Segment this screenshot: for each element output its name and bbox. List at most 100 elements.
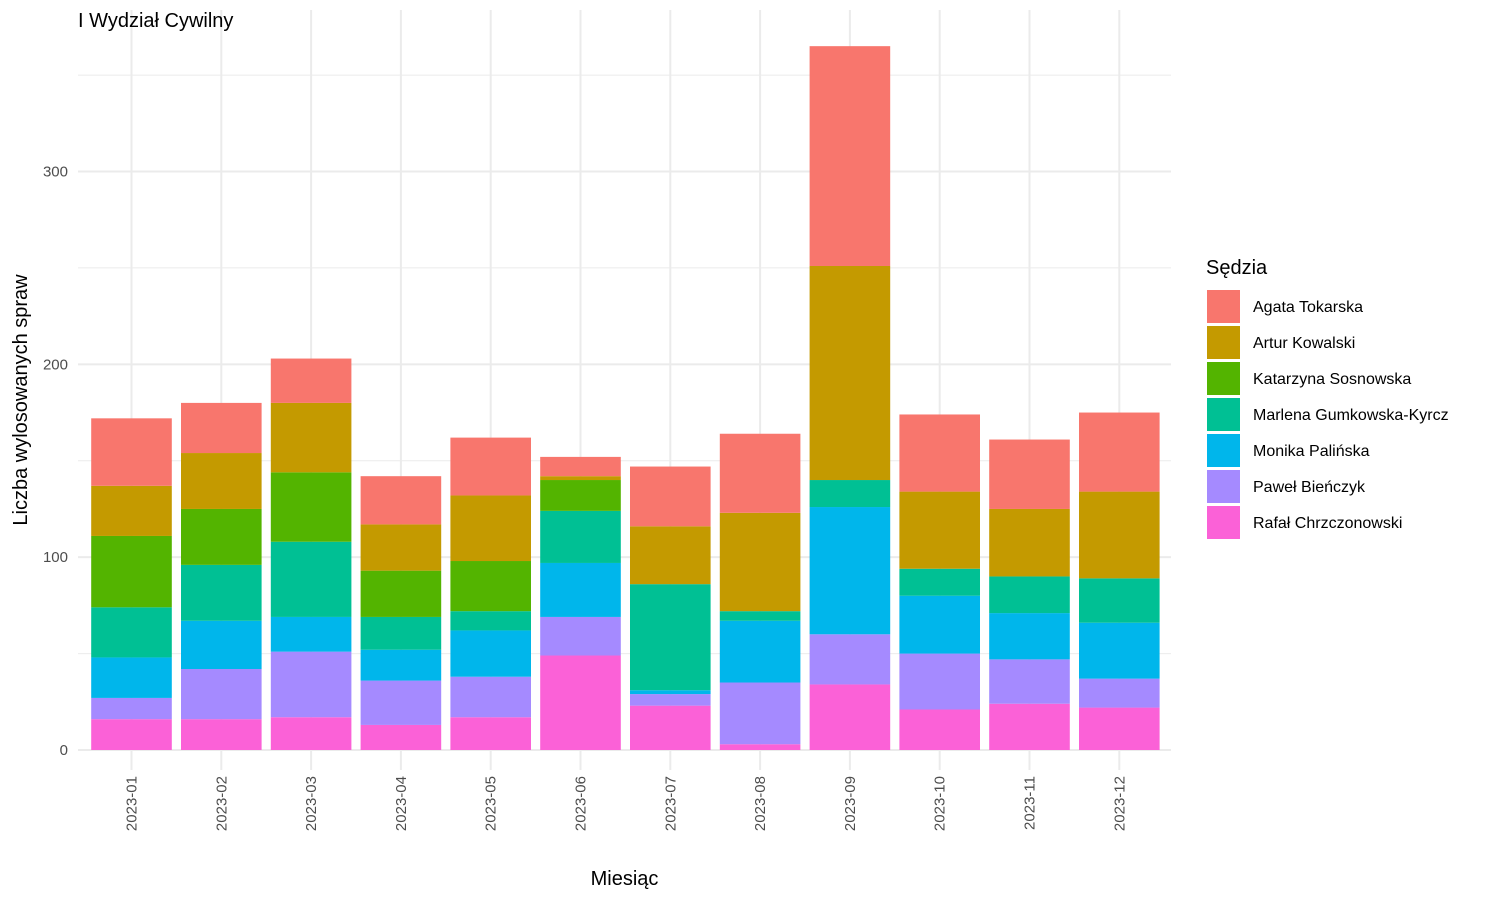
- bar-segment: [540, 616, 621, 656]
- bar-segment: [1079, 622, 1160, 679]
- bar-segment: [630, 690, 711, 695]
- bar-segment: [899, 653, 980, 710]
- y-axis-title: Liczba wylosowanych spraw: [10, 274, 32, 526]
- x-axis-title: Miesiąc: [591, 868, 659, 890]
- legend: Sędzia Agata Tokarska Artur Kowalski Katar…: [1206, 257, 1449, 539]
- y-tick-label: 0: [60, 742, 68, 759]
- legend-item: Paweł Bieńczyk: [1207, 470, 1366, 503]
- legend-swatch: [1207, 398, 1240, 431]
- x-tick-label: 2023-05: [483, 776, 500, 831]
- legend-label: Katarzyna Sosnowska: [1253, 371, 1411, 388]
- bar-segment: [181, 402, 262, 454]
- bar-segment: [1079, 707, 1160, 750]
- bar-segment: [809, 634, 891, 685]
- y-tick-label: 100: [43, 549, 68, 566]
- bar-segment: [719, 433, 801, 513]
- bar-segment: [450, 561, 531, 612]
- legend-item: Marlena Gumkowska-Kyrcz: [1207, 398, 1449, 431]
- bar-segment: [630, 466, 711, 527]
- bar-segment: [1079, 678, 1160, 708]
- bar-segment: [450, 437, 531, 496]
- bar-segment: [540, 476, 621, 481]
- bar-segment: [360, 616, 442, 650]
- bar-segment: [899, 414, 980, 492]
- bar-segment: [540, 456, 621, 477]
- y-axis-ticks: 0 100 200 300: [43, 164, 68, 760]
- bar-segment: [270, 541, 352, 617]
- bar-segment: [989, 703, 1070, 750]
- x-tick-label: 2023-12: [1111, 776, 1128, 831]
- legend-label: Rafał Chrzczonowski: [1253, 515, 1402, 532]
- legend-label: Agata Tokarska: [1253, 299, 1363, 316]
- bar-segment: [809, 46, 891, 266]
- bar-segment: [809, 480, 891, 508]
- legend-swatch: [1207, 506, 1240, 539]
- bar-segment: [719, 620, 801, 683]
- bar-segment: [181, 453, 262, 509]
- bar-segment: [91, 418, 172, 486]
- bar-segment: [989, 508, 1070, 577]
- legend-label: Monika Palińska: [1253, 443, 1370, 460]
- legend-title: Sędzia: [1206, 257, 1268, 279]
- bar-segment: [450, 717, 531, 750]
- legend-items: Agata Tokarska Artur Kowalski Katarzyna So…: [1207, 290, 1449, 539]
- bars: [91, 46, 1160, 750]
- x-tick-label: 2023-08: [752, 776, 769, 831]
- y-tick-label: 200: [43, 356, 68, 373]
- bar-segment: [630, 526, 711, 585]
- x-tick-label: 2023-06: [573, 776, 590, 831]
- bar-segment: [181, 508, 262, 565]
- bar-segment: [360, 680, 442, 725]
- bar-segment: [809, 507, 891, 635]
- x-tick-label: 2023-07: [662, 776, 679, 831]
- bar-segment: [91, 657, 172, 698]
- bar-segment: [719, 611, 801, 621]
- bar-segment: [719, 682, 801, 745]
- bar-segment: [450, 630, 531, 677]
- legend-swatch: [1207, 434, 1240, 467]
- bar-segment: [360, 649, 442, 681]
- bar-segment: [540, 655, 621, 750]
- bar-segment: [899, 491, 980, 569]
- bar-segment: [360, 724, 442, 750]
- x-axis-ticks: 2023-01 2023-02 2023-03 2023-04 2023-05 2023-…: [124, 776, 1129, 831]
- bar-segment: [450, 676, 531, 718]
- bar-segment: [450, 611, 531, 631]
- bar-segment: [1079, 578, 1160, 623]
- bar-segment: [989, 576, 1070, 614]
- x-tick-label: 2023-10: [932, 776, 949, 831]
- bar-segment: [540, 480, 621, 511]
- legend-label: Artur Kowalski: [1253, 335, 1355, 352]
- legend-item: Agata Tokarska: [1207, 290, 1363, 323]
- legend-label: Marlena Gumkowska-Kyrcz: [1253, 407, 1449, 424]
- bar-segment: [91, 697, 172, 720]
- legend-item: Monika Palińska: [1207, 434, 1370, 467]
- bar-segment: [270, 651, 352, 718]
- bar-segment: [719, 512, 801, 612]
- bar-segment: [360, 524, 442, 571]
- legend-item: Artur Kowalski: [1207, 326, 1355, 359]
- bar-segment: [360, 570, 442, 617]
- bar-segment: [809, 684, 891, 750]
- legend-label: Paweł Bieńczyk: [1253, 479, 1366, 496]
- bar-segment: [181, 620, 262, 670]
- bar-segment: [270, 717, 352, 750]
- legend-swatch: [1207, 326, 1240, 359]
- x-tick-label: 2023-11: [1022, 776, 1039, 830]
- legend-swatch: [1207, 362, 1240, 395]
- bar-segment: [91, 607, 172, 658]
- bar-segment: [630, 694, 711, 706]
- bar-segment: [899, 568, 980, 596]
- bar-segment: [540, 510, 621, 563]
- bar-segment: [270, 472, 352, 542]
- bar-segment: [630, 584, 711, 691]
- bar-segment: [989, 659, 1070, 704]
- bar-segment: [91, 535, 172, 608]
- legend-swatch: [1207, 470, 1240, 503]
- x-tick-label: 2023-09: [842, 776, 859, 831]
- bar-segment: [630, 705, 711, 750]
- bar-segment: [540, 562, 621, 617]
- bar-segment: [360, 476, 442, 525]
- bar-segment: [270, 616, 352, 652]
